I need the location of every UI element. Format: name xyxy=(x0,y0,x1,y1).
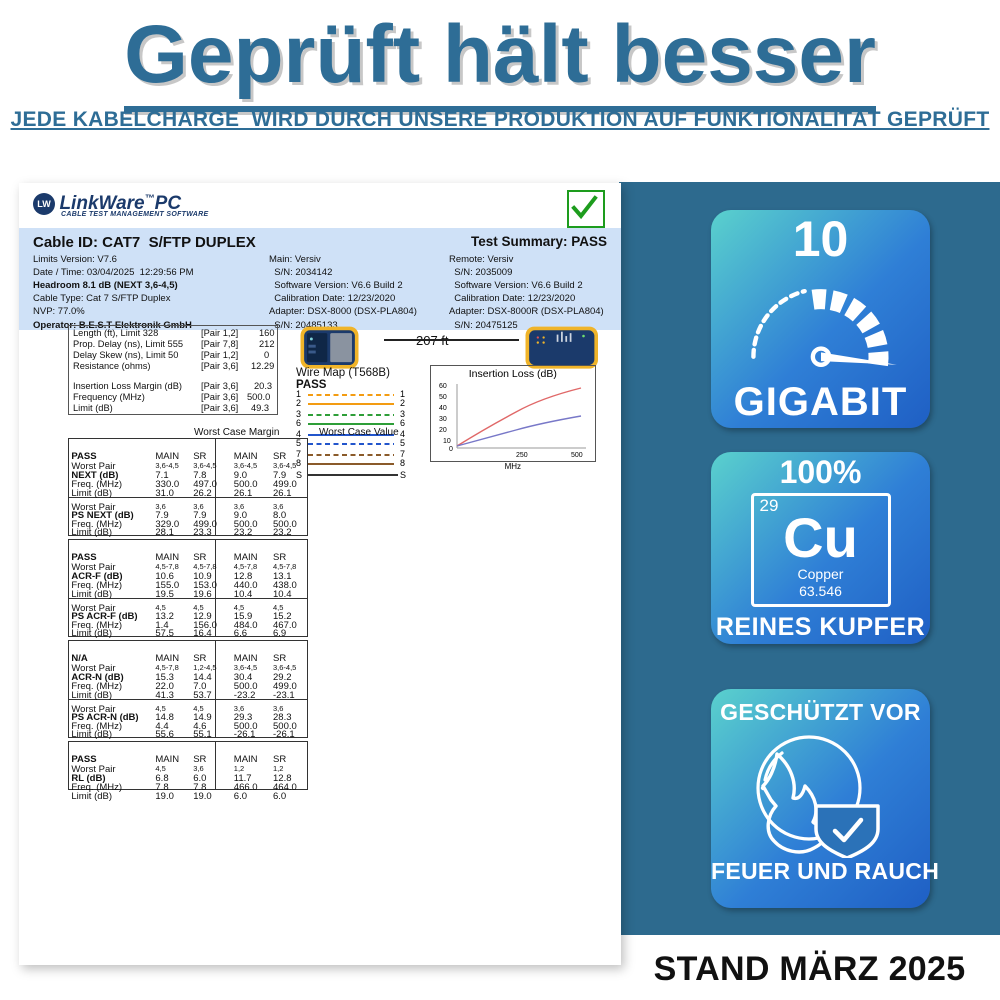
svg-text:50: 50 xyxy=(439,394,447,401)
svg-text:30: 30 xyxy=(439,416,447,423)
svg-text:10: 10 xyxy=(443,438,451,445)
svg-text:2: 2 xyxy=(400,398,405,408)
svg-text:20: 20 xyxy=(439,427,447,434)
svg-text:40: 40 xyxy=(439,405,447,412)
svg-text:5: 5 xyxy=(400,438,405,448)
svg-text:250: 250 xyxy=(516,452,528,459)
svg-text:0: 0 xyxy=(449,446,453,453)
svg-text:500: 500 xyxy=(571,452,583,459)
svg-text:8: 8 xyxy=(400,458,405,467)
svg-text:6: 6 xyxy=(400,418,405,428)
svg-text:6: 6 xyxy=(296,418,301,428)
svg-text:2: 2 xyxy=(296,398,301,408)
svg-text:60: 60 xyxy=(439,383,447,390)
